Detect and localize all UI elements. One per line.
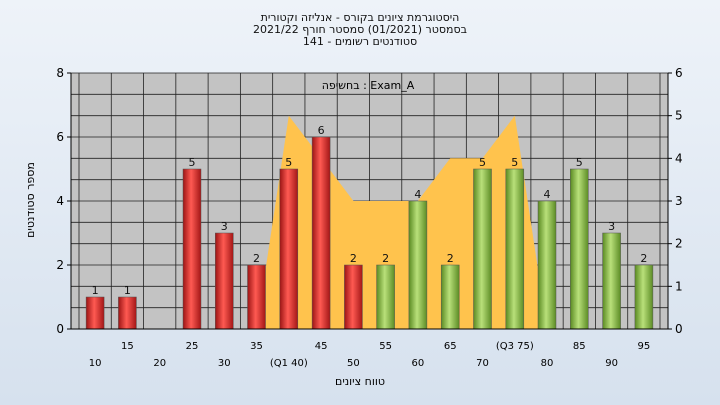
x-tick-label: (Q1 40)	[270, 358, 308, 369]
bar-80	[537, 200, 557, 330]
x-tick-label: 25	[186, 341, 199, 352]
x-tick-label: 30	[218, 358, 231, 369]
bar-value-label: 6	[318, 124, 325, 137]
y-tick-label: 8	[56, 66, 64, 80]
chart-title-line-2: בסמסטר (01/2021) סמסטר חורף 2021/22	[253, 23, 467, 36]
bar-65	[440, 264, 460, 330]
x-tick-label: 70	[476, 358, 489, 369]
bar-value-label: 5	[189, 156, 196, 169]
x-tick-label: (Q3 75)	[496, 341, 534, 352]
bar-value-label: 2	[447, 252, 454, 265]
y2-tick-label: 4	[675, 151, 683, 165]
x-tick-label: 85	[573, 341, 586, 352]
x-tick-label: 80	[541, 358, 554, 369]
y-tick-label: 2	[56, 258, 64, 272]
bar-95	[634, 264, 654, 330]
bar-10	[85, 296, 105, 330]
x-tick-label: 90	[605, 358, 618, 369]
bar-value-label: 4	[544, 188, 551, 201]
y2-tick-label: 0	[675, 322, 683, 336]
bar-25	[182, 168, 202, 330]
y-tick-label: 6	[56, 130, 64, 144]
x-tick-label: 95	[638, 341, 651, 352]
bar-85	[570, 168, 589, 330]
bar-value-label: 1	[124, 284, 131, 297]
bar-value-label: 5	[511, 156, 518, 169]
bar-value-label: 5	[285, 156, 292, 169]
x-tick-label: 50	[347, 358, 360, 369]
x-tick-label: 60	[412, 358, 425, 369]
bar-(Q3 75)	[505, 168, 525, 330]
y-axis-title: מספר סטודנטים	[24, 162, 37, 238]
bar-35	[247, 264, 266, 330]
y-tick-label: 0	[56, 322, 64, 336]
x-tick-label: 65	[444, 341, 457, 352]
chart-title-line-1: היסטוגרמת ציונים בקורס - אנליזה וקטורית	[260, 11, 460, 24]
bar-value-label: 3	[221, 220, 228, 233]
bars-layer: 1 1 5 3 2 5 6 2 2 4 2 5 5 4 5 3 2	[85, 124, 654, 330]
bar-value-label: 4	[414, 188, 421, 201]
bar-70	[473, 168, 492, 330]
bar-90	[602, 232, 621, 330]
bar-value-label: 1	[92, 284, 99, 297]
x-tick-label: 10	[89, 358, 102, 369]
y-tick-label: 4	[56, 194, 64, 208]
bar-value-label: 5	[576, 156, 583, 169]
chart-annotation: בחשיפה : Exam_A	[322, 79, 415, 92]
bar-(Q1 40)	[279, 168, 299, 330]
bar-value-label: 2	[253, 252, 260, 265]
y2-tick-label: 6	[675, 66, 683, 80]
bar-60	[408, 200, 428, 330]
bar-30	[215, 232, 234, 330]
x-tick-label: 55	[379, 341, 392, 352]
bar-value-label: 3	[608, 220, 615, 233]
x-axis-title: טווח ציונים	[335, 375, 385, 388]
chart-title-line-3: סטודנטים רשומים - 141	[302, 35, 418, 48]
bar-value-label: 2	[350, 252, 357, 265]
x-tick-label: 20	[153, 358, 166, 369]
x-tick-label: 45	[315, 341, 328, 352]
x-tick-label: 35	[250, 341, 263, 352]
x-tick-label: 15	[121, 341, 134, 352]
y2-tick-label: 1	[675, 279, 683, 293]
y2-tick-label: 3	[675, 194, 683, 208]
bar-value-label: 5	[479, 156, 486, 169]
bar-50	[344, 264, 363, 330]
bar-55	[376, 264, 395, 330]
y2-tick-label: 2	[675, 237, 683, 251]
bar-value-label: 2	[382, 252, 389, 265]
bar-value-label: 2	[640, 252, 647, 265]
bar-15	[118, 296, 137, 330]
bar-45	[311, 136, 331, 330]
y2-tick-label: 5	[675, 109, 683, 123]
